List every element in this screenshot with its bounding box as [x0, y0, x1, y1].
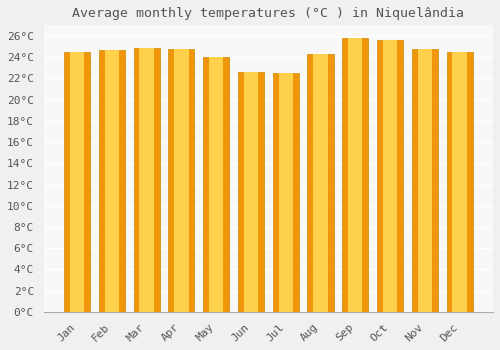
Bar	[308, 54, 334, 312]
Bar	[412, 49, 438, 312]
Bar	[278, 73, 293, 312]
Bar	[348, 38, 362, 312]
Bar	[134, 48, 160, 312]
Bar	[99, 50, 125, 312]
Bar	[383, 40, 397, 312]
Bar	[452, 52, 467, 312]
Bar	[70, 52, 84, 312]
Bar	[272, 73, 299, 312]
Bar	[140, 48, 154, 312]
Bar	[314, 54, 328, 312]
Bar	[342, 38, 368, 312]
Bar	[244, 72, 258, 312]
Bar	[418, 49, 432, 312]
Bar	[64, 52, 90, 312]
Bar	[377, 40, 403, 312]
Bar	[104, 50, 119, 312]
Bar	[238, 72, 264, 312]
Bar	[203, 57, 229, 312]
Bar	[209, 57, 224, 312]
Bar	[174, 49, 188, 312]
Bar	[446, 52, 472, 312]
Bar	[168, 49, 194, 312]
Title: Average monthly temperatures (°C ) in Niquelândia: Average monthly temperatures (°C ) in Ni…	[72, 7, 464, 20]
